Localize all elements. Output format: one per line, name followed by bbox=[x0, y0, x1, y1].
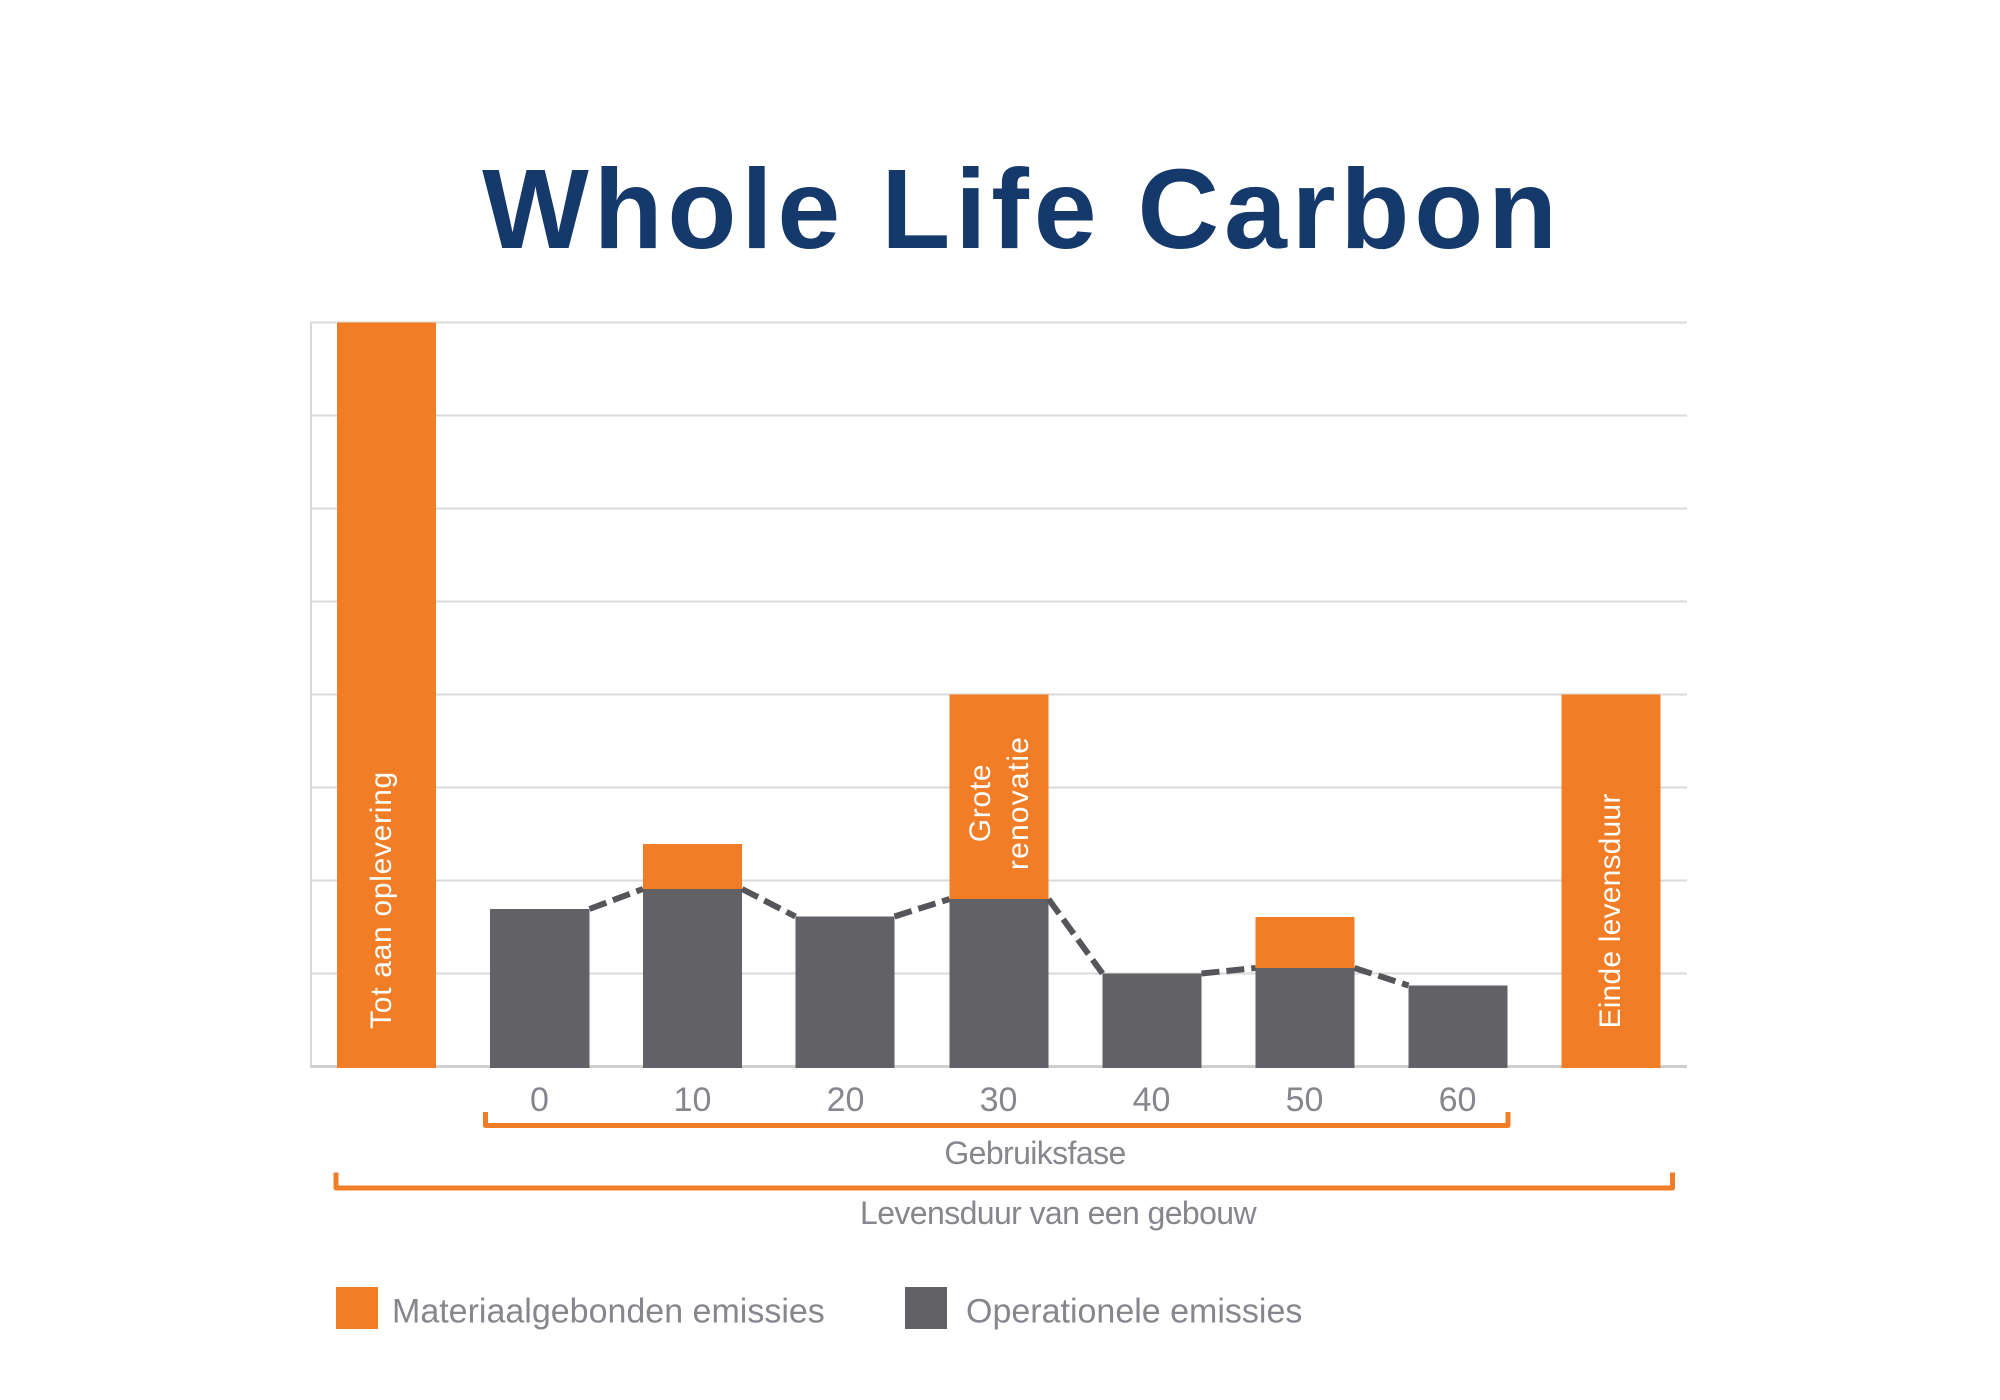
svg-text:renovatie: renovatie bbox=[1002, 736, 1035, 870]
svg-text:40: 40 bbox=[1133, 1081, 1171, 1119]
svg-text:30: 30 bbox=[980, 1081, 1018, 1119]
svg-text:Tot aan oplevering: Tot aan oplevering bbox=[365, 771, 398, 1029]
svg-text:60: 60 bbox=[1439, 1081, 1477, 1119]
svg-text:10: 10 bbox=[674, 1081, 712, 1119]
svg-text:Operationele emissies: Operationele emissies bbox=[966, 1293, 1302, 1331]
svg-text:Gebruiksfase: Gebruiksfase bbox=[944, 1135, 1125, 1171]
svg-text:Whole Life Carbon: Whole Life Carbon bbox=[482, 146, 1562, 272]
svg-text:0: 0 bbox=[530, 1081, 549, 1119]
svg-text:20: 20 bbox=[827, 1081, 865, 1119]
svg-text:50: 50 bbox=[1286, 1081, 1324, 1119]
svg-text:Einde levensduur: Einde levensduur bbox=[1594, 793, 1627, 1028]
svg-text:Materiaalgebonden emissies: Materiaalgebonden emissies bbox=[392, 1293, 825, 1331]
svg-text:Grote: Grote bbox=[964, 764, 997, 843]
svg-text:Levensduur van een gebouw: Levensduur van een gebouw bbox=[860, 1195, 1257, 1231]
